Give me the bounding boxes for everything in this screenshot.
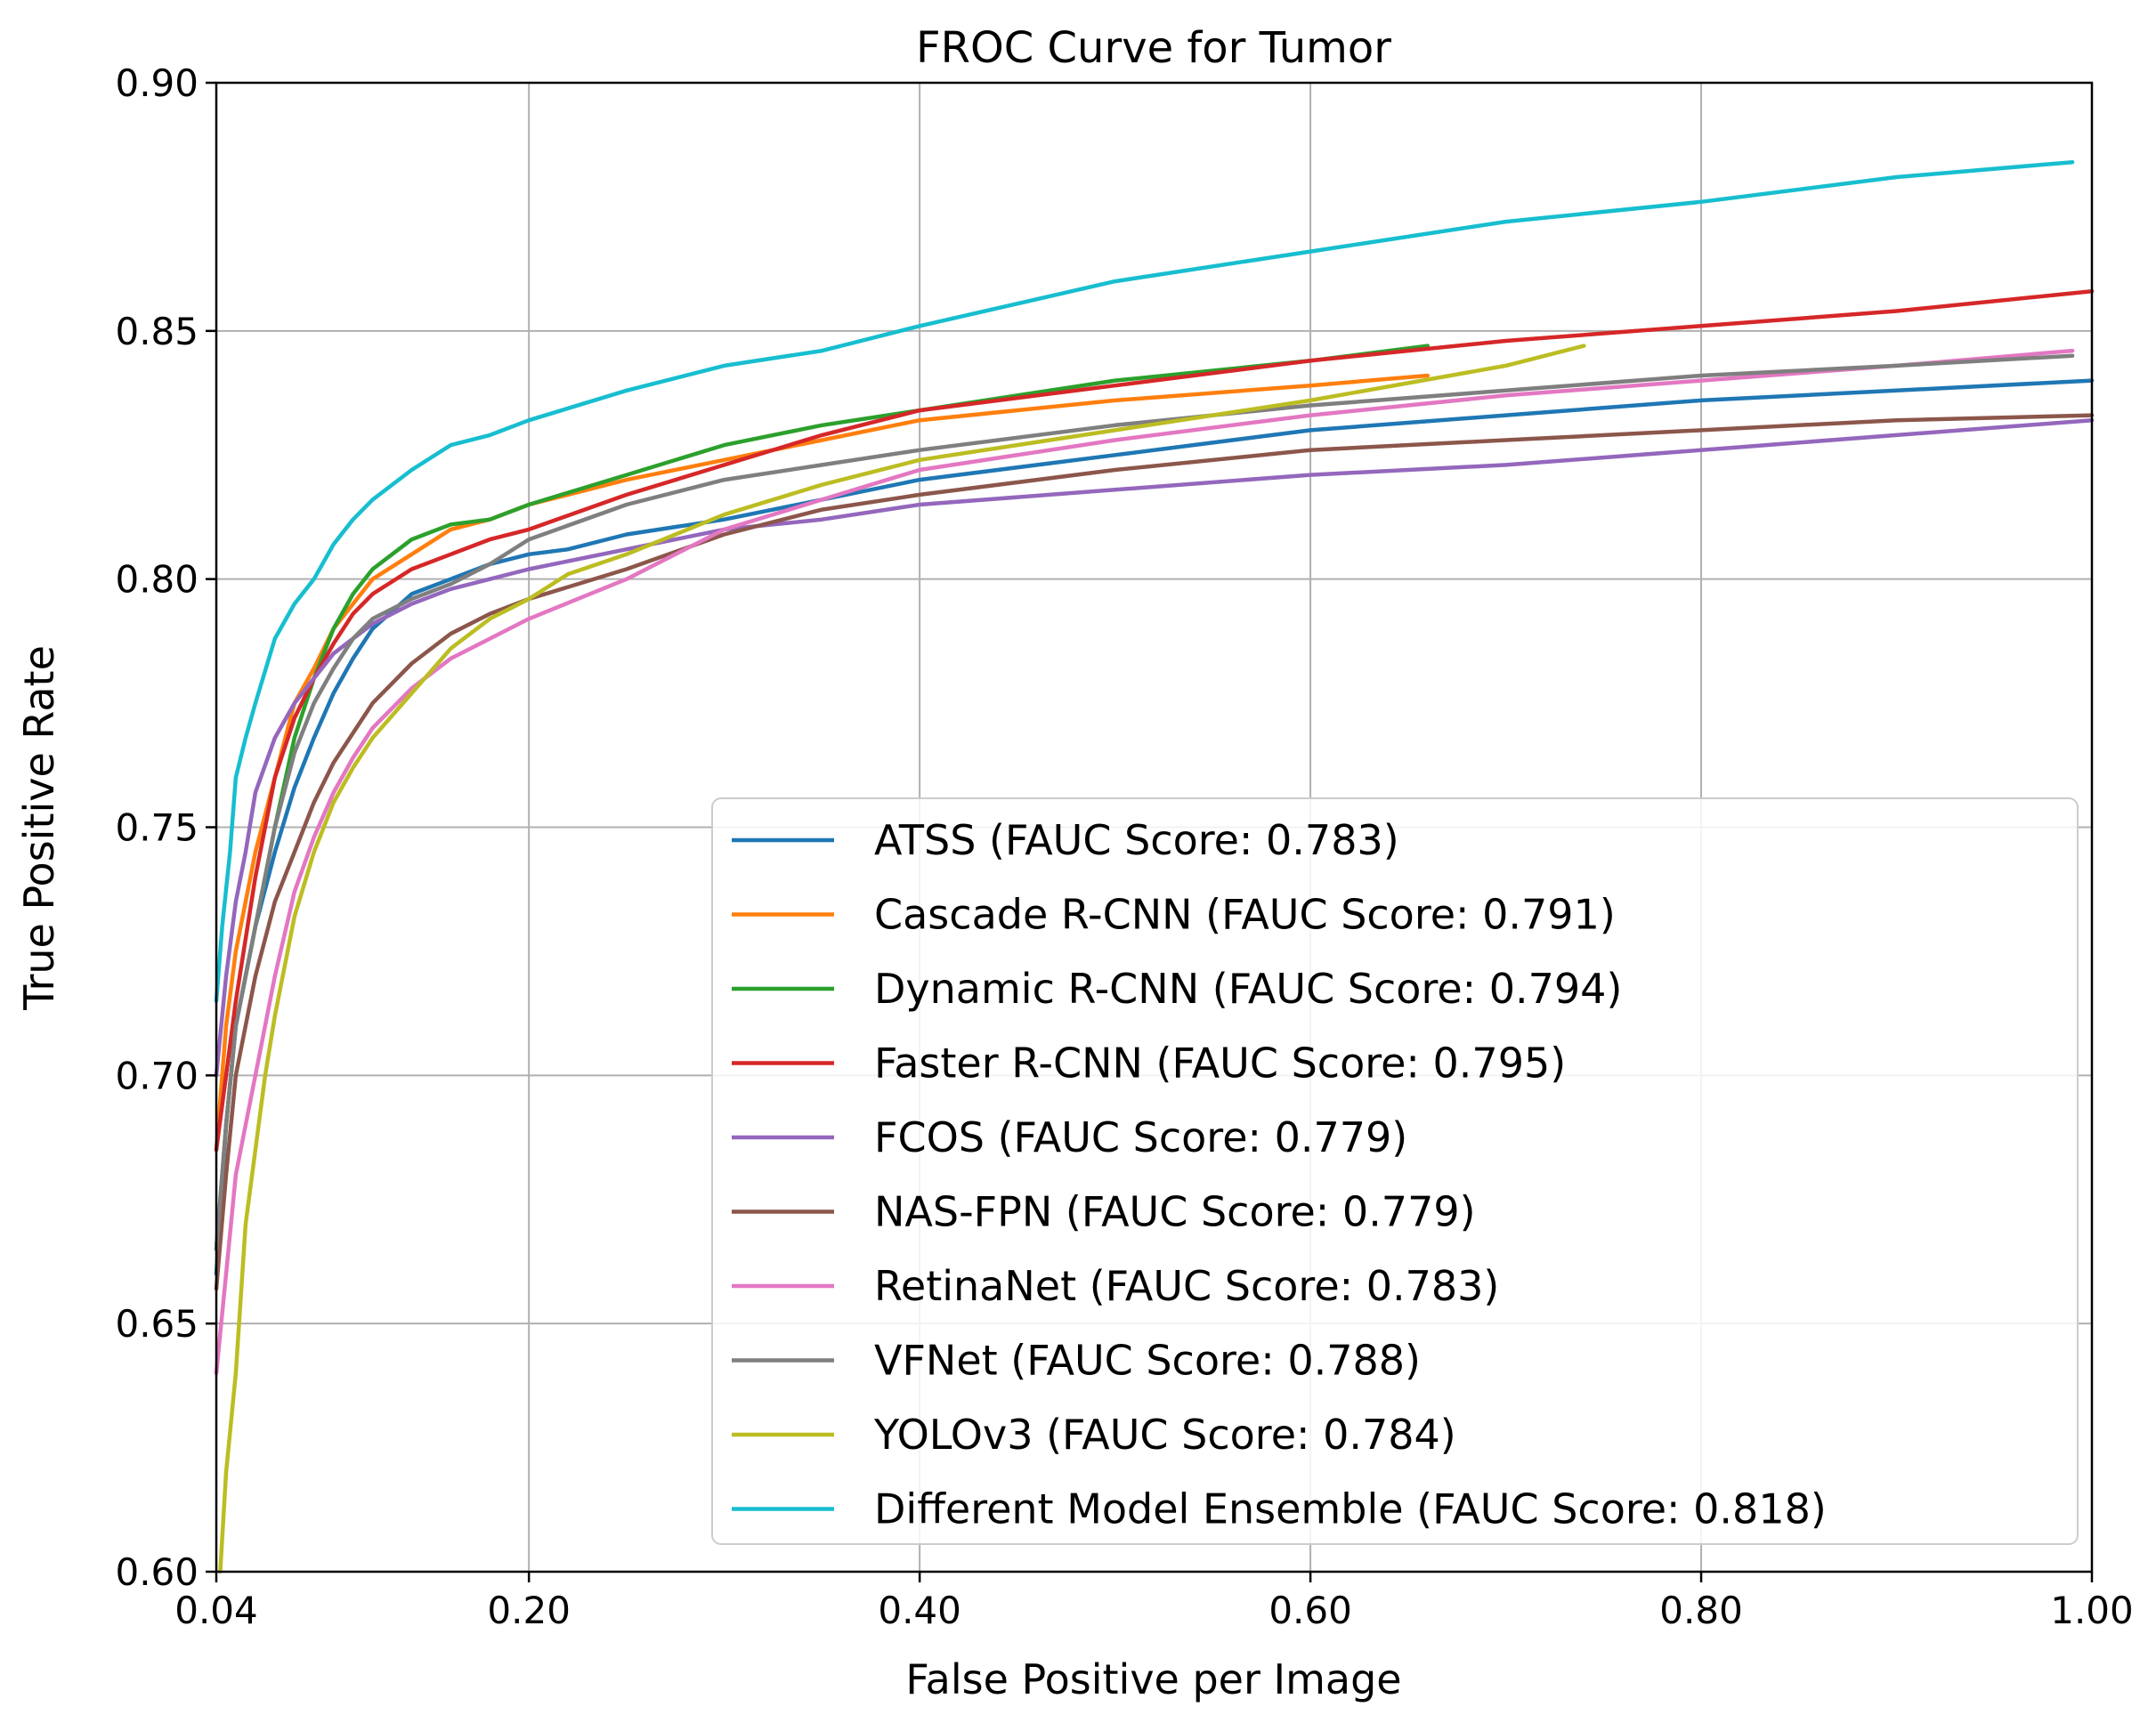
- x-tick-label: 1.00: [2050, 1589, 2134, 1632]
- legend-label: FCOS (FAUC Score: 0.779): [874, 1113, 1407, 1161]
- series-layer: [214, 159, 2095, 1574]
- series-line-6: [214, 413, 2095, 1291]
- series-line-4: [214, 288, 2095, 1153]
- x-tick-label: 0.20: [487, 1589, 571, 1632]
- series-line-7: [214, 348, 2075, 1376]
- series-line-10: [214, 159, 2075, 1003]
- y-tick-label: 0.60: [115, 1550, 199, 1594]
- x-tick-label: 0.60: [1268, 1589, 1352, 1632]
- series-line-8: [214, 353, 2075, 1251]
- x-tick-label: 0.04: [174, 1589, 258, 1632]
- legend-box: [711, 797, 2079, 1545]
- y-tick-label: 0.75: [115, 806, 199, 850]
- series-line-2: [214, 373, 1431, 1153]
- axis-ticks: 0.04 0.20 0.40 0.60 0.80 1.00 0.60 0.65 0.70 0.75…: [115, 61, 2133, 1632]
- legend-label: RetinaNet (FAUC Score: 0.783): [874, 1262, 1499, 1310]
- y-tick-label: 0.90: [115, 61, 199, 105]
- legend-label: VFNet (FAUC Score: 0.788): [874, 1337, 1421, 1385]
- legend-label: Faster R-CNN (FAUC Score: 0.795): [874, 1039, 1566, 1088]
- y-tick-label: 0.85: [115, 310, 199, 353]
- chart-title: FROC Curve for Tumor: [916, 23, 1391, 73]
- y-tick-label: 0.80: [115, 558, 199, 602]
- legend-label: NAS-FPN (FAUC Score: 0.779): [874, 1188, 1476, 1236]
- x-tick-label: 0.40: [878, 1589, 961, 1632]
- legend-label: YOLOv3 (FAUC Score: 0.784): [873, 1411, 1456, 1459]
- legend-label: Dynamic R-CNN (FAUC Score: 0.794): [874, 965, 1622, 1013]
- series-line-9: [218, 344, 1586, 1574]
- x-axis-title: False Positive per Image: [905, 1655, 1401, 1703]
- series-line-5: [214, 417, 2095, 1078]
- legend-label: Different Model Ensemble (FAUC Score: 0.…: [874, 1485, 1827, 1533]
- legend: ATSS (FAUC Score: 0.783) Cascade R-CNN (F…: [711, 797, 2079, 1545]
- legend-label: Cascade R-CNN (FAUC Score: 0.791): [874, 891, 1616, 939]
- y-tick-label: 0.65: [115, 1302, 199, 1346]
- legend-label: ATSS (FAUC Score: 0.783): [874, 816, 1399, 864]
- y-axis-title: True Positive Rate: [15, 645, 63, 1011]
- y-tick-label: 0.70: [115, 1054, 199, 1097]
- x-tick-label: 0.80: [1659, 1589, 1743, 1632]
